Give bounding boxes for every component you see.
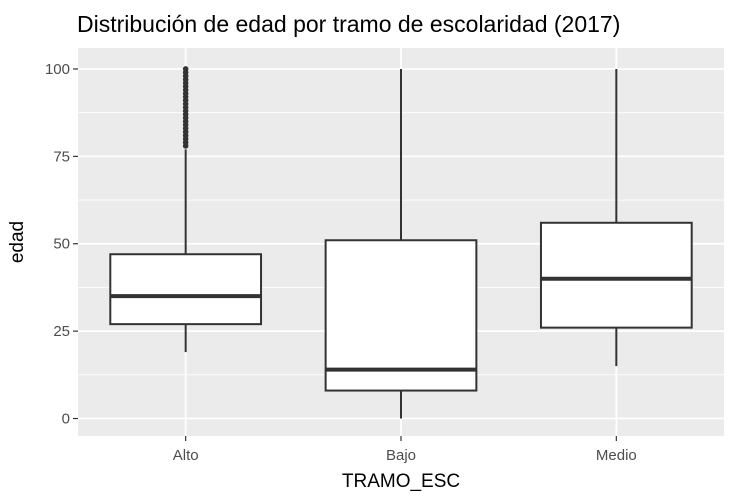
outlier-point [182, 66, 189, 72]
y-axis-title: edad [7, 221, 28, 263]
chart-title: Distribución de edad por tramo de escola… [77, 11, 620, 37]
box-bajo [324, 68, 478, 419]
box-iqr [539, 221, 693, 329]
box-alto [109, 66, 263, 353]
x-tick-label: Alto [173, 447, 199, 464]
x-axis: Alto Bajo Medio [173, 436, 637, 464]
boxplot-series [109, 66, 693, 419]
y-axis: 0 25 50 75 100 [45, 61, 78, 428]
x-tick-label: Medio [596, 447, 637, 464]
y-tick-label: 0 [62, 411, 70, 428]
y-tick-label: 75 [53, 148, 70, 165]
y-tick-label: 100 [45, 61, 70, 78]
x-axis-title: TRAMO_ESC [342, 471, 460, 492]
box-iqr [109, 253, 263, 326]
y-tick-label: 25 [53, 323, 70, 340]
x-tick-label: Bajo [386, 447, 416, 464]
y-tick-label: 50 [53, 236, 70, 253]
box-iqr [324, 239, 478, 392]
box-medio [539, 68, 693, 367]
